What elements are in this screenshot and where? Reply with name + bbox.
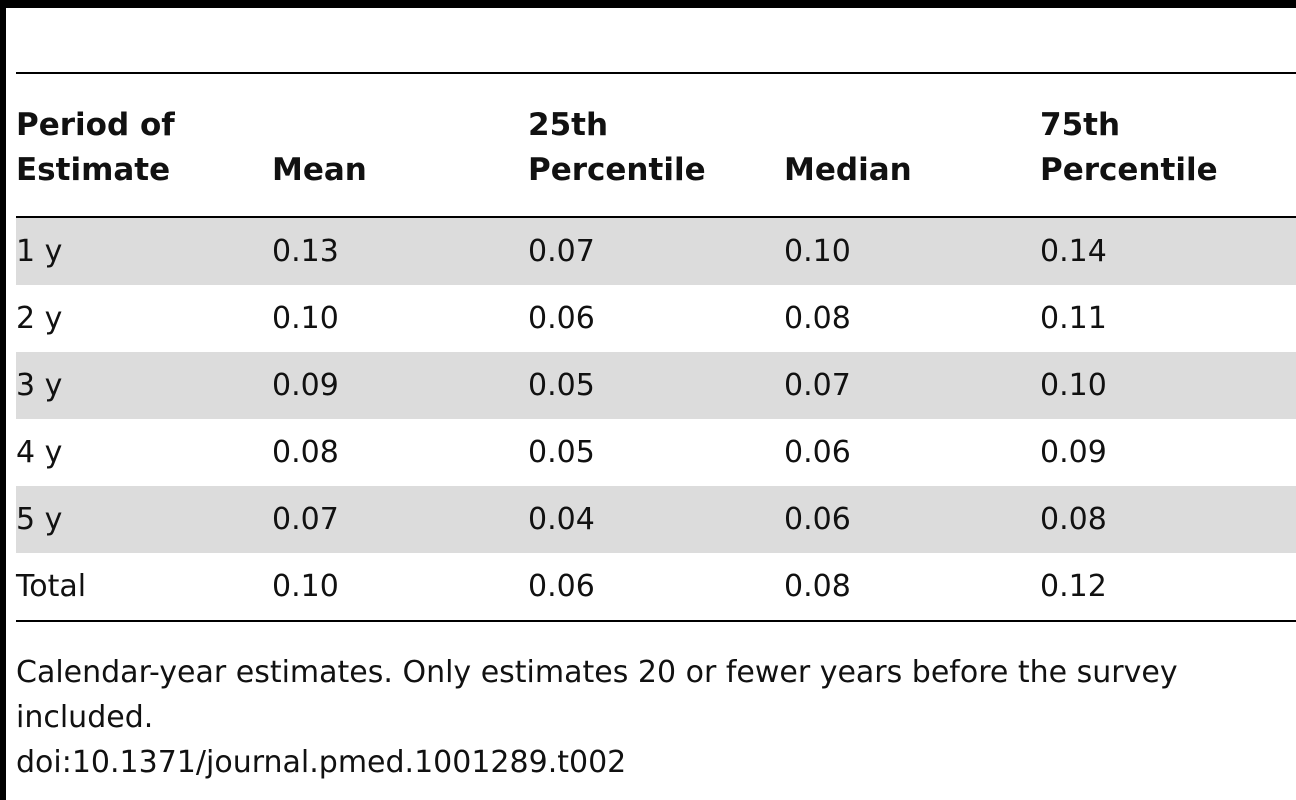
top-border [0, 0, 1296, 8]
table-row: 3 y 0.09 0.05 0.07 0.10 [16, 352, 1296, 419]
column-header-period: Period of Estimate [16, 73, 272, 217]
doi-text: doi:10.1371/journal.pmed.1001289.t002 [16, 745, 627, 780]
cell-25th-percentile: 0.05 [528, 352, 784, 419]
cell-mean: 0.07 [272, 486, 528, 553]
column-header-mean: Mean [272, 73, 528, 217]
cell-25th-percentile: 0.04 [528, 486, 784, 553]
cell-mean: 0.10 [272, 569, 339, 604]
cell-mean: 0.09 [272, 352, 528, 419]
column-header-median: Median [784, 73, 1040, 217]
column-header-line: Period of [16, 107, 175, 143]
cell-period: 3 y [16, 352, 272, 419]
table-row: Total 0.10 0.06 0.08 0.12 [16, 553, 1296, 621]
cell-median: 0.07 [784, 352, 1040, 419]
cell-25th-percentile: 0.07 [528, 217, 784, 285]
column-header-line: 75th [1040, 107, 1121, 143]
cell-median: 0.06 [784, 435, 851, 470]
cell-75th-percentile: 0.12 [1040, 569, 1107, 604]
cell-25th-percentile: 0.05 [528, 435, 595, 470]
cell-mean: 0.13 [272, 217, 528, 285]
cell-75th-percentile: 0.08 [1040, 486, 1296, 553]
column-header-line: Percentile [528, 152, 706, 188]
cell-period: 2 y [16, 301, 63, 336]
cell-75th-percentile: 0.14 [1040, 217, 1296, 285]
cell-mean: 0.08 [272, 435, 339, 470]
left-border [0, 0, 6, 800]
cell-75th-percentile: 0.11 [1040, 301, 1107, 336]
column-header-75th-percentile: 75th Percentile [1040, 73, 1296, 217]
cell-mean: 0.10 [272, 301, 339, 336]
cell-25th-percentile: 0.06 [528, 301, 595, 336]
column-header-line: 25th [528, 107, 609, 143]
column-header-line: Percentile [1040, 152, 1218, 188]
table-footnote: Calendar-year estimates. Only estimates … [16, 650, 1288, 785]
table-row: 2 y 0.10 0.06 0.08 0.11 [16, 285, 1296, 352]
data-table-container: Period of Estimate Mean 25th Percentile … [16, 72, 1296, 622]
column-header-line: Median [784, 152, 912, 188]
column-header-line: Mean [272, 152, 367, 188]
column-header-line [272, 103, 528, 148]
column-header-25th-percentile: 25th Percentile [528, 73, 784, 217]
cell-period: 1 y [16, 217, 272, 285]
table-row: 4 y 0.08 0.05 0.06 0.09 [16, 419, 1296, 486]
cell-75th-percentile: 0.10 [1040, 352, 1296, 419]
cell-period: 5 y [16, 486, 272, 553]
cell-median: 0.06 [784, 486, 1040, 553]
table-row: 5 y 0.07 0.04 0.06 0.08 [16, 486, 1296, 553]
footnote-text: Calendar-year estimates. Only estimates … [16, 655, 1178, 735]
column-header-line: Estimate [16, 152, 171, 188]
cell-median: 0.08 [784, 301, 851, 336]
cell-median: 0.10 [784, 217, 1040, 285]
table-header-row: Period of Estimate Mean 25th Percentile … [16, 73, 1296, 217]
cell-25th-percentile: 0.06 [528, 569, 595, 604]
data-table: Period of Estimate Mean 25th Percentile … [16, 72, 1296, 622]
cell-median: 0.08 [784, 569, 851, 604]
cell-period: Total [16, 569, 87, 604]
table-row: 1 y 0.13 0.07 0.10 0.14 [16, 217, 1296, 285]
cell-75th-percentile: 0.09 [1040, 435, 1107, 470]
cell-period: 4 y [16, 435, 63, 470]
column-header-line [784, 103, 1040, 148]
